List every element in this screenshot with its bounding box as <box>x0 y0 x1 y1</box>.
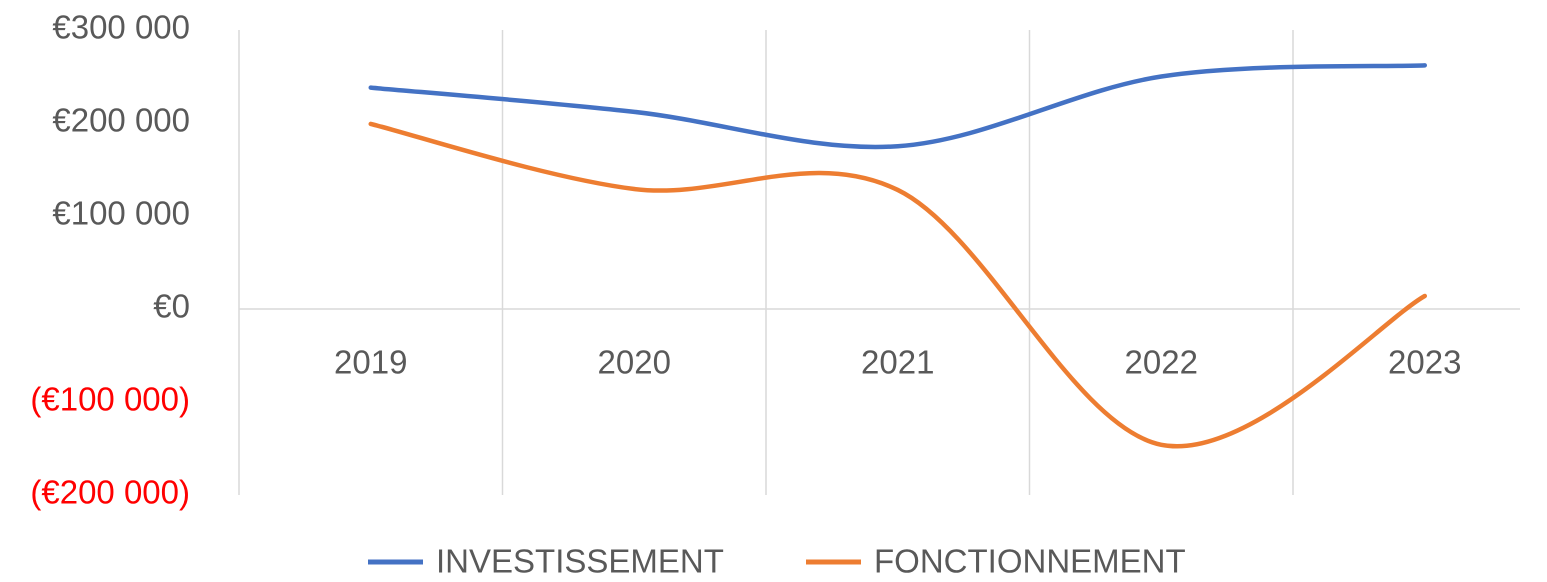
y-tick-label: (€100 000) <box>30 381 190 418</box>
x-tick-label: 2022 <box>1125 344 1198 381</box>
series-line <box>368 63 1427 150</box>
legend-label: FONCTIONNEMENT <box>874 543 1186 580</box>
y-tick-label: €100 000 <box>52 195 190 232</box>
legend-label: INVESTISSEMENT <box>436 543 724 580</box>
y-tick-label: €0 <box>153 288 190 325</box>
y-tick-label: €200 000 <box>52 102 190 139</box>
x-tick-label: 2023 <box>1388 344 1461 381</box>
x-tick-label: 2019 <box>334 344 407 381</box>
y-tick-label: (€200 000) <box>30 474 190 511</box>
series-line <box>368 121 1427 449</box>
x-tick-label: 2020 <box>598 344 671 381</box>
y-tick-label: €300 000 <box>52 9 190 46</box>
x-tick-label: 2021 <box>861 344 934 381</box>
